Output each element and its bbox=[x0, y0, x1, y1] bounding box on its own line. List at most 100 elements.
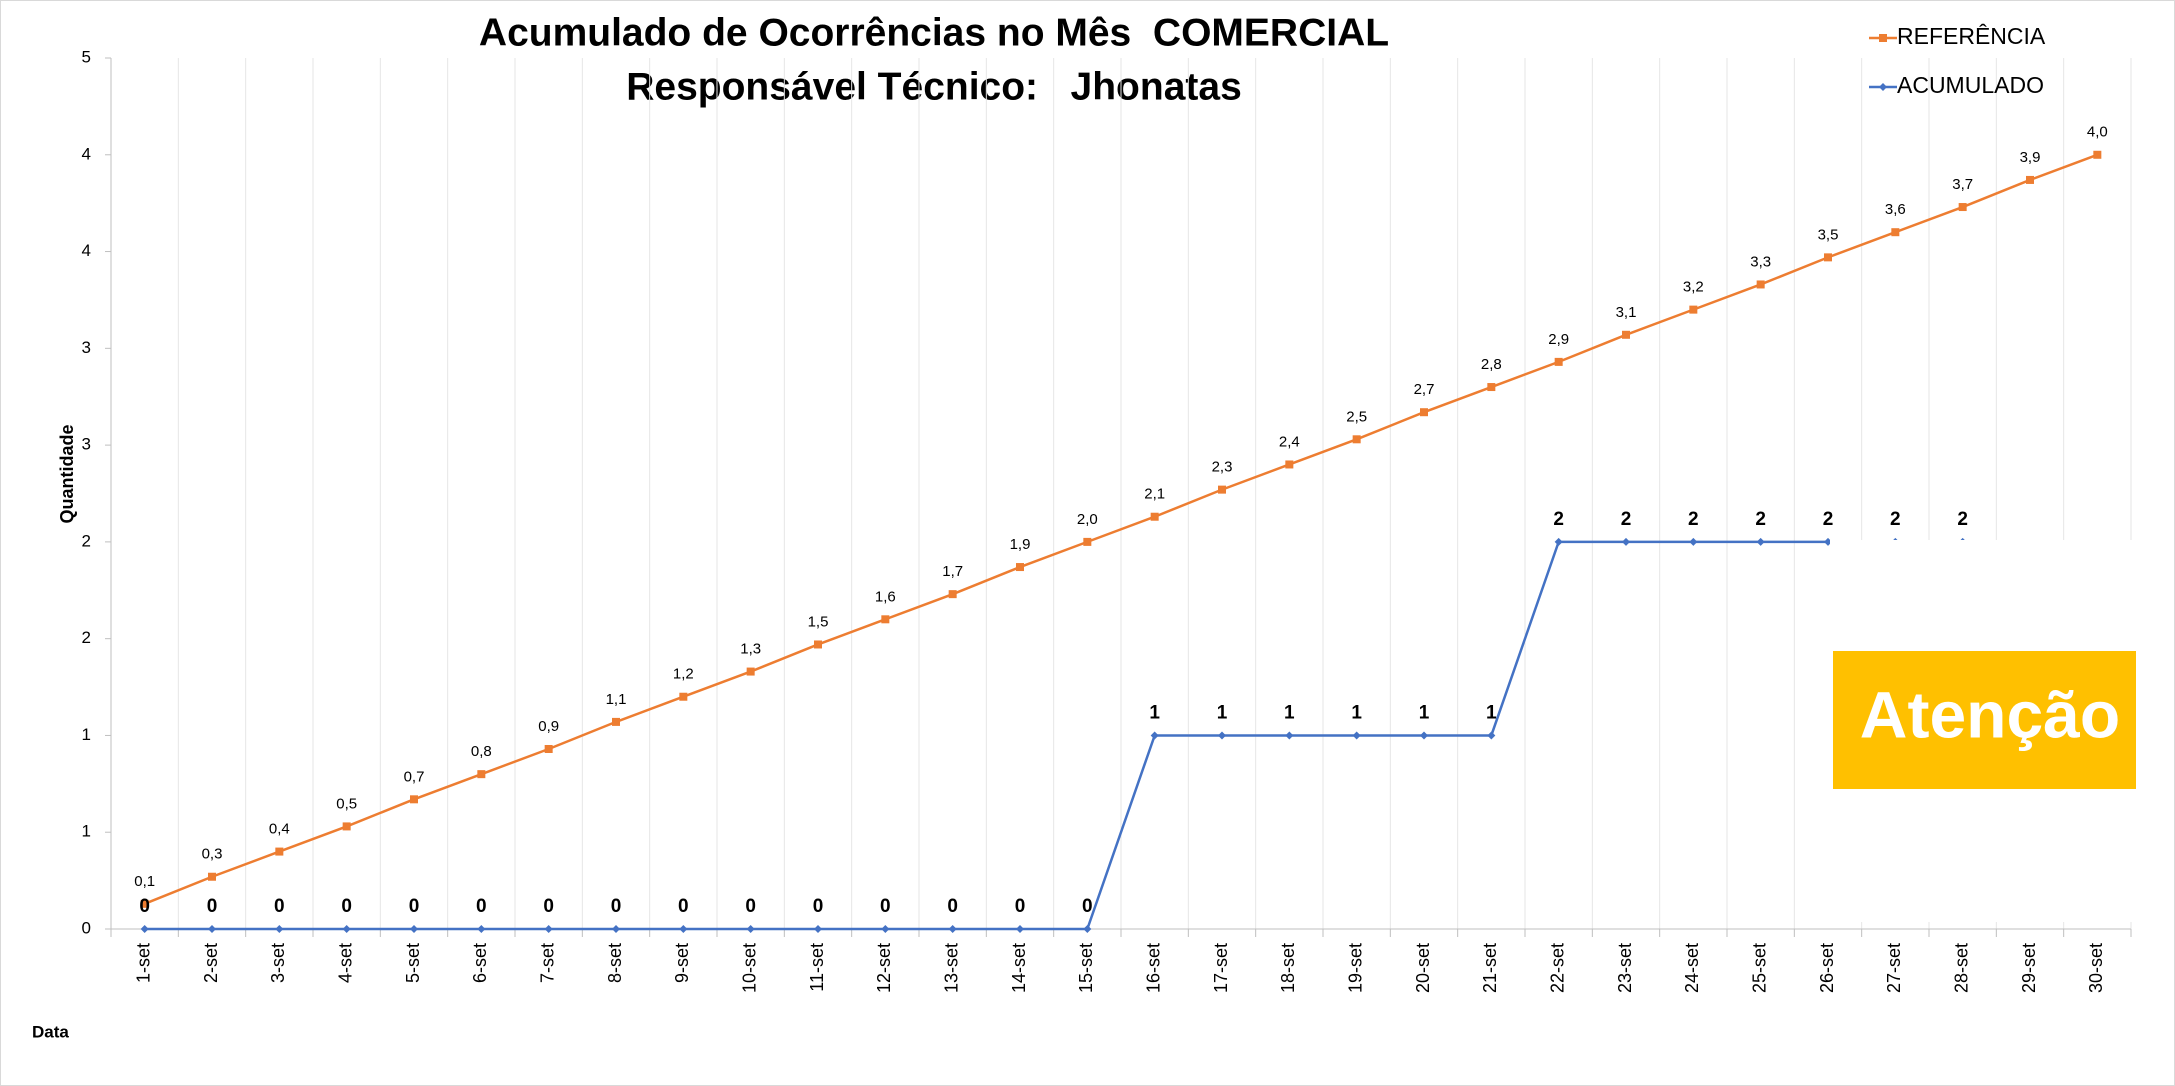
x-tick-label: 29-set bbox=[2019, 943, 2039, 993]
x-tick-label: 10-set bbox=[739, 943, 759, 993]
x-tick-label: 17-set bbox=[1211, 943, 1231, 993]
data-point bbox=[1150, 512, 1159, 521]
data-label: 0 bbox=[813, 896, 824, 917]
data-label: 2 bbox=[1890, 509, 1901, 530]
data-point bbox=[1689, 305, 1698, 314]
x-tick-label: 1-set bbox=[133, 943, 153, 983]
data-point bbox=[275, 925, 284, 933]
x-tick-label: 11-set bbox=[807, 943, 827, 992]
x-tick-label: 8-set bbox=[605, 943, 625, 983]
data-label: 4,0 bbox=[2087, 124, 2108, 141]
data-label: 3,2 bbox=[1683, 279, 1704, 296]
data-point bbox=[679, 692, 688, 701]
data-point bbox=[1352, 731, 1361, 740]
y-tick-label: 3 bbox=[82, 338, 91, 357]
data-label: 0 bbox=[1015, 896, 1026, 917]
data-label: 1,7 bbox=[942, 563, 963, 580]
data-label: 1 bbox=[1419, 702, 1430, 723]
y-tick-label: 0 bbox=[82, 918, 91, 937]
data-label: 1 bbox=[1486, 702, 1497, 723]
x-tick-label: 21-set bbox=[1480, 943, 1500, 993]
x-tick-label: 15-set bbox=[1076, 943, 1096, 993]
data-point bbox=[2026, 175, 2034, 184]
data-point bbox=[1352, 435, 1361, 444]
data-label: 1 bbox=[1351, 702, 1362, 723]
data-point bbox=[1824, 253, 1832, 262]
data-label: 3,6 bbox=[1885, 201, 1906, 218]
data-point bbox=[612, 925, 620, 933]
data-point bbox=[1150, 731, 1159, 740]
data-point bbox=[140, 925, 149, 933]
data-label: 0 bbox=[207, 896, 218, 917]
data-label: 0,8 bbox=[471, 743, 492, 760]
data-label: 3,3 bbox=[1750, 253, 1771, 270]
data-label: 0,5 bbox=[336, 795, 357, 812]
y-axis-label: Quantidade bbox=[57, 424, 77, 523]
data-point bbox=[1016, 925, 1024, 933]
x-tick-label: 23-set bbox=[1615, 943, 1635, 993]
data-point bbox=[410, 795, 418, 804]
data-point bbox=[1879, 83, 1887, 91]
data-point bbox=[1016, 563, 1024, 572]
chart-title: Acumulado de Ocorrências no Mês COMERCIA… bbox=[479, 11, 1389, 54]
data-label: 0 bbox=[476, 896, 487, 917]
y-tick-label: 5 bbox=[82, 47, 91, 66]
series-line bbox=[144, 153, 2098, 905]
data-label: 0 bbox=[611, 896, 622, 917]
data-label: 3,1 bbox=[1616, 304, 1637, 321]
data-point bbox=[1487, 383, 1496, 392]
data-label: 2,0 bbox=[1077, 511, 1098, 528]
data-point bbox=[1420, 408, 1428, 417]
y-tick-label: 2 bbox=[82, 628, 91, 647]
data-label: 0 bbox=[341, 896, 352, 917]
x-tick-label: 27-set bbox=[1884, 943, 1904, 993]
data-label: 1,3 bbox=[740, 641, 761, 658]
data-point bbox=[814, 925, 822, 933]
data-label: 2 bbox=[1553, 509, 1564, 530]
data-point bbox=[881, 615, 890, 624]
data-label: 3,9 bbox=[2020, 149, 2041, 166]
data-label: 2,4 bbox=[1279, 433, 1300, 450]
x-tick-label: 5-set bbox=[403, 943, 423, 983]
x-tick-label: 9-set bbox=[672, 943, 692, 983]
x-tick-label: 7-set bbox=[537, 943, 557, 983]
data-label: 2 bbox=[1688, 509, 1699, 530]
data-label: 3,5 bbox=[1818, 226, 1839, 243]
data-point bbox=[1689, 537, 1698, 546]
x-tick-label: 16-set bbox=[1143, 943, 1163, 993]
data-label: 1,6 bbox=[875, 588, 896, 605]
x-tick-label: 24-set bbox=[1682, 943, 1702, 993]
data-point bbox=[814, 640, 822, 649]
data-label: 1,5 bbox=[808, 613, 829, 630]
data-point bbox=[140, 899, 149, 908]
data-point bbox=[1554, 357, 1563, 366]
data-label: 0,7 bbox=[404, 768, 425, 785]
x-tick-label: 2-set bbox=[201, 943, 221, 983]
data-point bbox=[679, 925, 688, 933]
x-tick-label: 12-set bbox=[874, 943, 894, 993]
data-point bbox=[208, 925, 216, 933]
data-point bbox=[544, 744, 553, 753]
data-point bbox=[1622, 330, 1630, 339]
x-tick-label: 3-set bbox=[268, 943, 288, 983]
data-label: 3,7 bbox=[1952, 176, 1973, 193]
data-point bbox=[746, 667, 755, 676]
legend-label: ACUMULADO bbox=[1897, 72, 2044, 98]
legend-label: REFERÊNCIA bbox=[1897, 23, 2046, 49]
chart-title: Responsável Técnico: Jhonatas bbox=[626, 65, 1242, 108]
data-label: 0 bbox=[409, 896, 420, 917]
y-tick-label: 1 bbox=[82, 725, 91, 744]
x-tick-label: 4-set bbox=[335, 943, 355, 983]
data-label: 2,7 bbox=[1414, 381, 1435, 398]
x-tick-label: 30-set bbox=[2086, 943, 2106, 993]
data-label: 2 bbox=[1621, 509, 1632, 530]
data-point bbox=[1756, 280, 1765, 289]
data-point bbox=[544, 925, 553, 933]
data-point bbox=[1218, 731, 1226, 740]
data-label: 0,3 bbox=[202, 846, 223, 863]
data-point bbox=[1487, 731, 1496, 740]
data-label: 2,8 bbox=[1481, 356, 1502, 373]
x-axis-label: Data bbox=[32, 1022, 69, 1041]
data-label: 0 bbox=[880, 896, 891, 917]
y-tick-label: 3 bbox=[82, 435, 91, 454]
